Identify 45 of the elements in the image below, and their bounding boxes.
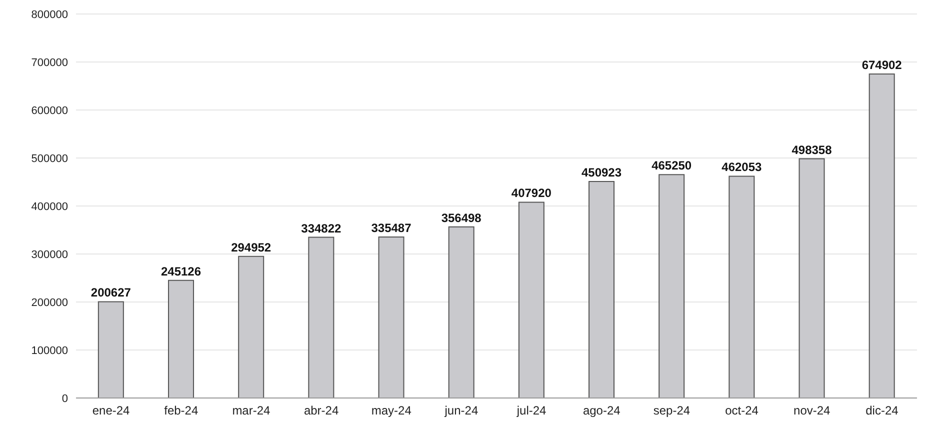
bar: [518, 202, 544, 398]
x-tick-label: may-24: [371, 404, 412, 418]
x-tick-label: sep-24: [653, 404, 690, 418]
bar: [798, 158, 825, 398]
data-label: 334822: [301, 221, 342, 236]
data-label: 450923: [581, 166, 622, 180]
bar: [378, 236, 404, 398]
data-label: 200627: [90, 286, 132, 300]
x-tick-label: feb-24: [164, 404, 198, 418]
data-label: 498358: [792, 142, 832, 157]
data-label: 407920: [511, 186, 552, 200]
x-tick-label: oct-24: [725, 404, 759, 418]
x-tick-label: nov-24: [794, 404, 831, 418]
bar: [308, 236, 334, 398]
x-tick-label: jul-24: [516, 404, 547, 418]
y-tick-label: 200000: [31, 296, 68, 309]
x-tick-label: jun-24: [444, 404, 478, 418]
y-tick-label: 800000: [31, 8, 68, 21]
data-label: 674902: [862, 58, 902, 72]
data-label: 465250: [652, 158, 692, 173]
y-tick-label: 700000: [31, 56, 68, 69]
bar: [728, 176, 755, 398]
y-tick-label: 400000: [31, 200, 68, 213]
data-label: 245126: [160, 264, 202, 278]
bar: [238, 256, 264, 398]
y-tick-label: 100000: [31, 344, 68, 357]
data-label: 462053: [722, 160, 762, 174]
x-tick-label: mar-24: [232, 404, 271, 418]
bar: [168, 280, 194, 398]
y-tick-label: 0: [62, 392, 68, 405]
bar: [98, 301, 124, 398]
x-tick-label: abr-24: [304, 404, 339, 418]
bar: [448, 226, 474, 398]
data-label: 335487: [371, 220, 412, 235]
bar: [868, 74, 895, 398]
y-tick-label: 500000: [31, 152, 68, 165]
x-tick-label: dic-24: [866, 404, 899, 418]
data-label: 356498: [441, 210, 482, 225]
x-tick-label: ago-24: [582, 404, 621, 418]
y-tick-label: 600000: [31, 104, 68, 117]
y-tick-label: 300000: [31, 248, 68, 261]
x-tick-label: ene-24: [92, 404, 130, 418]
bar: [658, 174, 685, 398]
bar: [588, 181, 615, 398]
data-label: 294952: [231, 240, 272, 254]
